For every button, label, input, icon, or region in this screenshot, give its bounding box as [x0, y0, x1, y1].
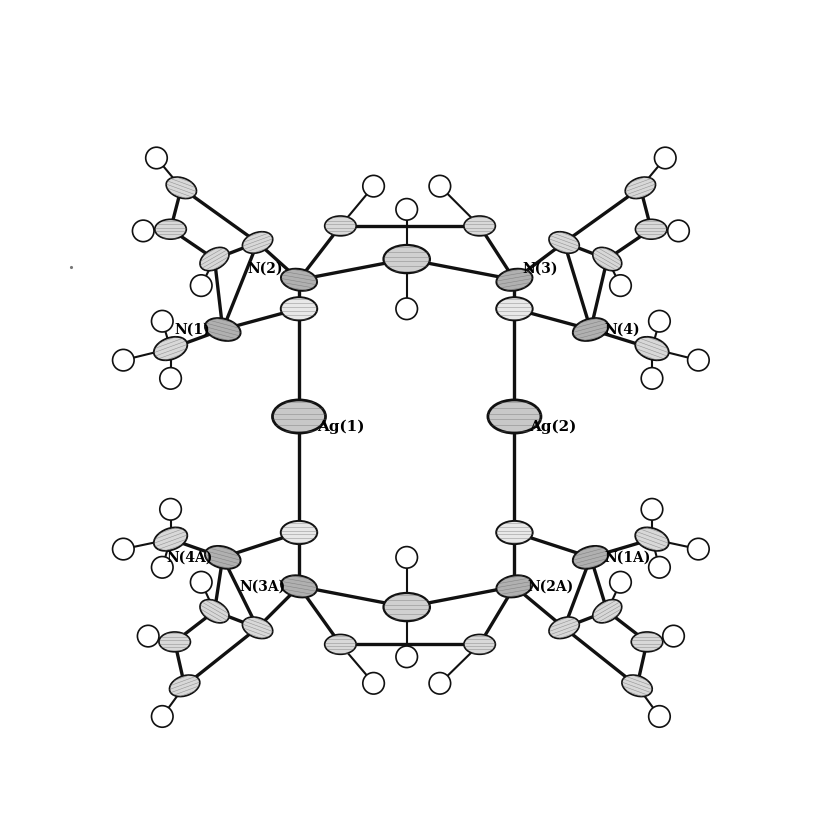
Circle shape	[152, 311, 173, 332]
Circle shape	[667, 220, 689, 242]
Circle shape	[396, 646, 417, 667]
Ellipse shape	[573, 318, 608, 341]
Circle shape	[396, 298, 417, 320]
Ellipse shape	[242, 617, 273, 639]
Ellipse shape	[169, 675, 200, 696]
Circle shape	[642, 498, 662, 520]
Circle shape	[363, 176, 384, 197]
Text: N(4): N(4)	[604, 322, 640, 337]
Ellipse shape	[632, 632, 662, 652]
Ellipse shape	[154, 527, 188, 551]
Circle shape	[190, 275, 212, 297]
Circle shape	[429, 176, 451, 197]
Text: N(1A): N(1A)	[604, 551, 650, 565]
Ellipse shape	[281, 269, 317, 291]
Ellipse shape	[636, 219, 666, 239]
Circle shape	[152, 706, 173, 727]
Circle shape	[649, 706, 670, 727]
Ellipse shape	[242, 232, 273, 253]
Circle shape	[152, 556, 173, 578]
Ellipse shape	[573, 546, 608, 569]
Ellipse shape	[496, 269, 533, 291]
Circle shape	[160, 498, 181, 520]
Text: Ag(1): Ag(1)	[317, 419, 364, 434]
Ellipse shape	[593, 247, 622, 271]
Ellipse shape	[464, 635, 496, 654]
Ellipse shape	[154, 337, 188, 361]
Ellipse shape	[200, 247, 229, 271]
Circle shape	[642, 367, 662, 389]
Circle shape	[113, 349, 134, 371]
Ellipse shape	[496, 521, 533, 544]
Text: N(1): N(1)	[174, 322, 210, 337]
Ellipse shape	[155, 219, 186, 239]
Ellipse shape	[625, 177, 656, 198]
Ellipse shape	[464, 216, 496, 236]
Ellipse shape	[281, 521, 317, 544]
Circle shape	[113, 538, 134, 560]
Ellipse shape	[383, 245, 430, 273]
Ellipse shape	[635, 527, 669, 551]
Ellipse shape	[159, 632, 190, 652]
Circle shape	[610, 571, 632, 593]
Ellipse shape	[325, 635, 356, 654]
Ellipse shape	[166, 177, 197, 198]
Circle shape	[662, 626, 684, 647]
Circle shape	[429, 672, 451, 694]
Ellipse shape	[549, 232, 579, 253]
Text: N(4A): N(4A)	[167, 551, 212, 565]
Ellipse shape	[635, 337, 669, 361]
Ellipse shape	[549, 617, 579, 639]
Ellipse shape	[488, 400, 541, 433]
Ellipse shape	[383, 593, 430, 621]
Circle shape	[396, 198, 417, 220]
Text: N(2): N(2)	[247, 262, 283, 275]
Circle shape	[687, 349, 709, 371]
Ellipse shape	[272, 400, 325, 433]
Circle shape	[363, 672, 384, 694]
Ellipse shape	[281, 576, 317, 597]
Circle shape	[610, 275, 632, 297]
Circle shape	[146, 147, 168, 169]
Text: N(3): N(3)	[523, 262, 559, 275]
Circle shape	[133, 220, 154, 242]
Circle shape	[396, 546, 417, 568]
Ellipse shape	[622, 675, 652, 696]
Circle shape	[655, 147, 676, 169]
Circle shape	[190, 571, 212, 593]
Ellipse shape	[200, 600, 229, 623]
Text: N(3A): N(3A)	[239, 580, 286, 593]
Ellipse shape	[593, 600, 622, 623]
Ellipse shape	[205, 318, 241, 341]
Ellipse shape	[496, 297, 533, 321]
Circle shape	[649, 556, 670, 578]
Ellipse shape	[325, 216, 356, 236]
Ellipse shape	[205, 546, 241, 569]
Text: N(2A): N(2A)	[528, 580, 574, 593]
Text: Ag(2): Ag(2)	[530, 419, 577, 434]
Circle shape	[687, 538, 709, 560]
Ellipse shape	[496, 576, 533, 597]
Ellipse shape	[281, 297, 317, 321]
Circle shape	[138, 626, 159, 647]
Circle shape	[649, 311, 670, 332]
Circle shape	[160, 367, 181, 389]
